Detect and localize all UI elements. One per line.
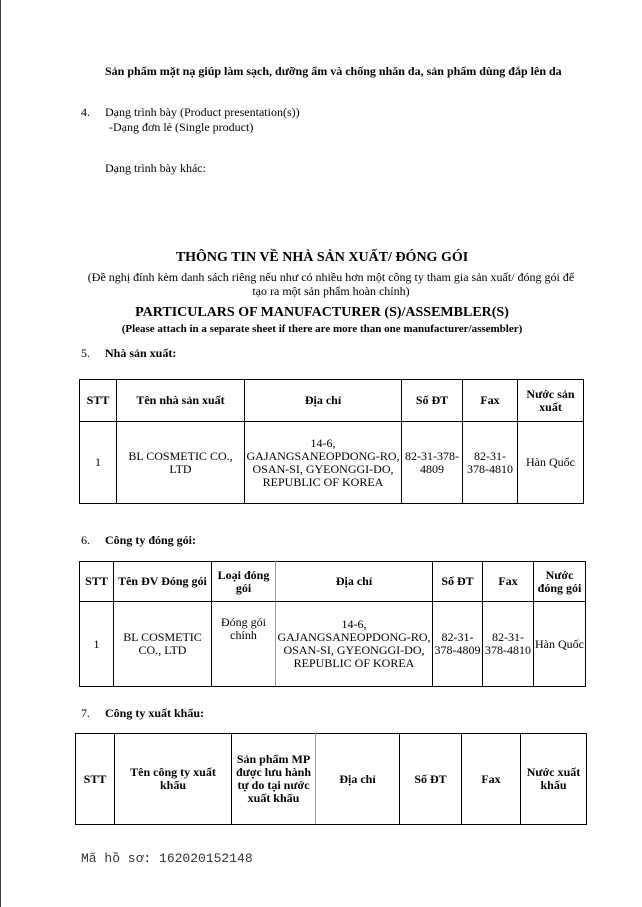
item-4-value: -Dạng đơn lẻ (Single product) — [109, 120, 254, 134]
cell-name: BL COSMETIC CO., LTD — [116, 421, 245, 504]
header-phone: Số ĐT — [432, 561, 483, 602]
file-code: Mã hồ sơ: 162020152148 — [81, 851, 253, 866]
cell-phone: 82-31-378-4809 — [401, 421, 463, 504]
product-description: Sản phẩm mặt nạ giúp làm sạch, dưỡng ẩm … — [105, 64, 562, 78]
header-name: Tên ĐV Đóng gói — [113, 561, 212, 602]
header-address: Địa chỉ — [244, 379, 402, 422]
header-phone: Số ĐT — [399, 733, 462, 825]
cell-stt: 1 — [79, 601, 114, 687]
cell-fax: 82-31-378-4810 — [462, 421, 518, 504]
header-country: Nước sản xuất — [517, 379, 584, 422]
other-presentation-label: Dạng trình bày khác: — [105, 161, 206, 175]
manufacturer-table: STT Tên nhà sản xuất Địa chỉ Số ĐT Fax N… — [79, 379, 584, 504]
header-name: Tên nhà sản xuất — [116, 379, 245, 422]
cell-fax: 82-31-378-4810 — [482, 601, 534, 687]
item-5-label: Nhà sản xuất: — [105, 346, 177, 360]
packager-table: STT Tên ĐV Đóng gói Loại đóng gói Địa ch… — [79, 561, 586, 687]
header-fax: Fax — [462, 379, 518, 422]
cell-packing-type: Đóng gói chính — [211, 601, 276, 687]
item-6-label: Công ty đóng gói: — [105, 533, 197, 547]
item-7-label: Công ty xuất khẩu: — [105, 706, 205, 720]
cell-phone: 82-31-378-4809 — [432, 601, 483, 687]
header-address: Địa chỉ — [275, 561, 433, 602]
header-country: Nước đóng gói — [533, 561, 586, 602]
section-note-en: (Please attach in a separate sheet if th… — [121, 323, 523, 335]
item-4-label: Dạng trình bày (Product presentation(s)) — [105, 105, 300, 119]
cell-address: 14-6, GAJANGSANEOPDONG-RO, OSAN-SI, GYEO… — [244, 421, 402, 504]
header-phone: Số ĐT — [401, 379, 463, 422]
cell-country: Hàn Quốc — [517, 421, 584, 504]
section-title-vi: THÔNG TIN VỀ NHÀ SẢN XUẤT/ ĐÓNG GÓI — [175, 250, 469, 265]
header-free-sale: Sản phẩm MP được lưu hành tự do tại nước… — [231, 733, 316, 825]
table-row: 1 BL COSMETIC CO., LTD Đóng gói chính 14… — [79, 601, 586, 687]
header-packing-type: Loại đóng gói — [211, 561, 276, 602]
header-stt: STT — [75, 733, 115, 825]
cell-country: Hàn Quốc — [533, 601, 586, 687]
cell-address: 14-6, GAJANGSANEOPDONG-RO, OSAN-SI, GYEO… — [275, 601, 433, 687]
header-address: Địa chỉ — [315, 733, 400, 825]
exporter-table: STT Tên công ty xuất khẩu Sản phẩm MP đư… — [75, 733, 587, 825]
header-stt: STT — [79, 379, 117, 422]
item-4-number: 4. — [81, 105, 90, 119]
cell-stt: 1 — [79, 421, 117, 504]
header-stt: STT — [79, 561, 114, 602]
item-5-number: 5. — [81, 346, 90, 360]
item-6-number: 6. — [81, 533, 90, 547]
header-name: Tên công ty xuất khẩu — [114, 733, 232, 825]
header-fax: Fax — [461, 733, 521, 825]
section-note-vi: (Đề nghị đính kèm danh sách riêng nếu nh… — [87, 270, 575, 298]
header-fax: Fax — [482, 561, 534, 602]
cell-name: BL COSMETIC CO., LTD — [113, 601, 212, 687]
header-country: Nước xuất khẩu — [520, 733, 587, 825]
item-7-number: 7. — [81, 706, 90, 720]
section-title-en: PARTICULARS OF MANUFACTURER (S)/ASSEMBLE… — [135, 305, 509, 320]
table-row: 1 BL COSMETIC CO., LTD 14-6, GAJANGSANEO… — [79, 421, 584, 504]
